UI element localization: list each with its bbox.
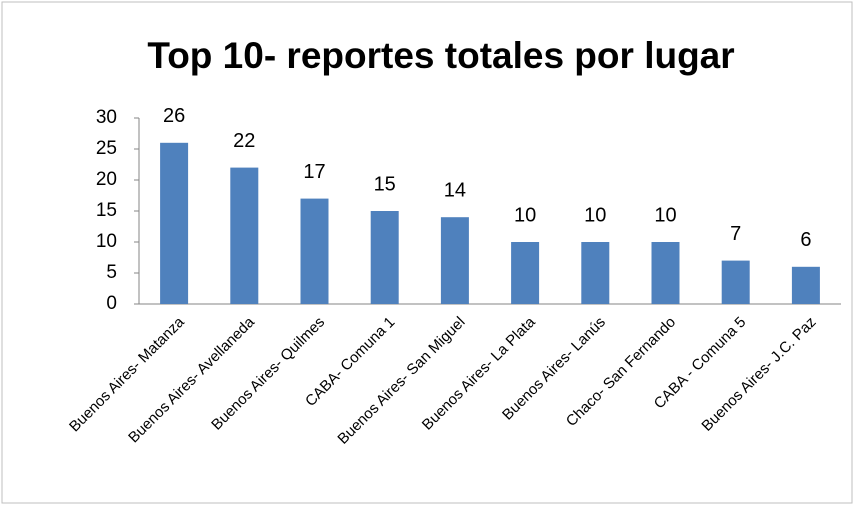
y-tick-label: 0 [106, 293, 117, 314]
data-label: 10 [514, 204, 536, 226]
data-label: 15 [374, 173, 396, 195]
bar [581, 242, 610, 304]
bar [511, 242, 540, 304]
y-tick-label: 10 [96, 231, 117, 252]
y-tick-label: 15 [96, 200, 117, 221]
y-tick-label: 30 [96, 107, 117, 128]
bar [230, 167, 259, 304]
data-label: 17 [303, 161, 325, 183]
data-label: 10 [584, 204, 606, 226]
data-label: 7 [730, 223, 741, 245]
bar [300, 198, 329, 304]
data-label: 26 [163, 105, 185, 127]
bar [160, 142, 189, 304]
chart-title: Top 10- reportes totales por lugar [147, 35, 734, 76]
data-label: 6 [800, 229, 811, 251]
data-label: 22 [233, 130, 255, 152]
bar [440, 217, 469, 304]
data-label: 10 [654, 204, 676, 226]
bar [791, 266, 820, 304]
y-tick-label: 25 [96, 138, 117, 159]
bar [721, 260, 750, 304]
y-tick-label: 20 [96, 169, 117, 190]
y-tick-label: 5 [106, 262, 117, 283]
bar [370, 211, 399, 304]
bar [651, 242, 680, 304]
data-label: 14 [444, 179, 466, 201]
